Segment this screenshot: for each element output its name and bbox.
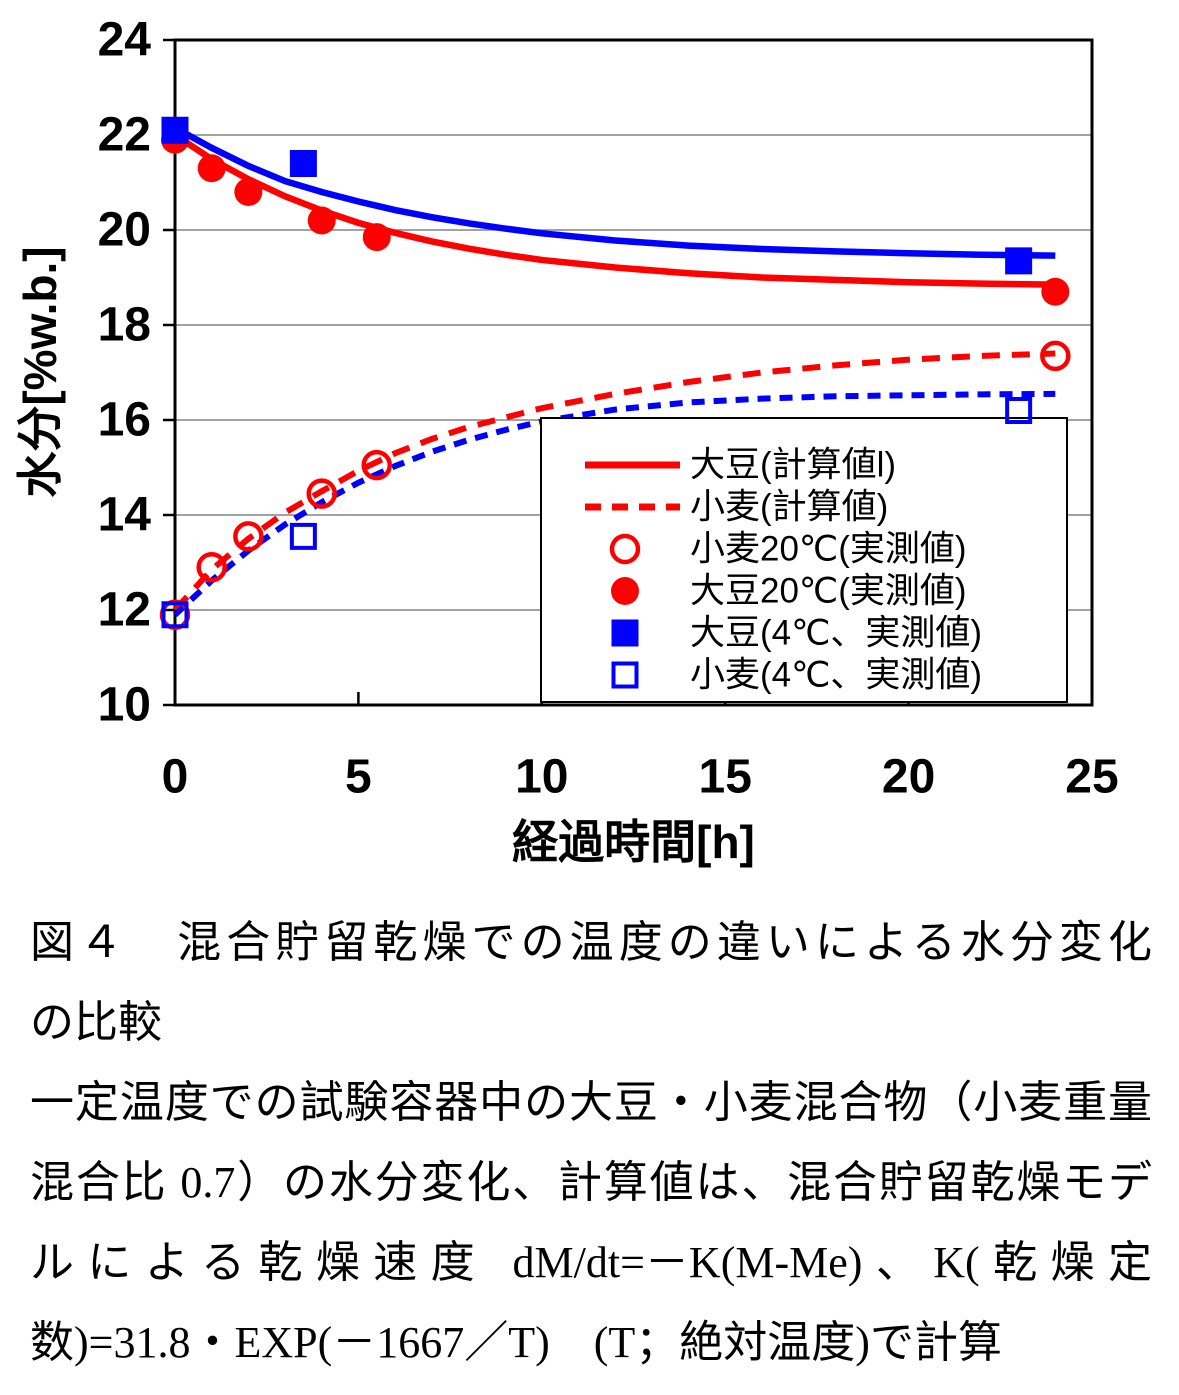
marker-wheat-20c xyxy=(361,449,392,481)
curve-soy-calc-20c xyxy=(173,132,1056,288)
caption-line-6: 数)=31.8・EXP(－1667／T) (T；絶対温度)で計算 xyxy=(30,1318,1002,1367)
x-tick-label: 20 xyxy=(882,751,935,804)
x-axis-title: 経過時間[h] xyxy=(512,816,755,868)
moisture-change-chart: 0 5 10 15 20 25 10 12 14 16 18 20 22 24 経過時間[h] 水分[%w.b… xyxy=(14,14,1119,869)
legend-label-soy-calc-20c: 大豆(計算値l) xyxy=(690,446,896,485)
legend-label-soy-20c: 大豆20℃(実測値) xyxy=(690,572,967,611)
marker-soy-4c xyxy=(161,116,189,144)
x-tick-label: 10 xyxy=(515,751,568,804)
caption-line-1: 図４ 混合貯留乾燥での温度の違いによる水分変化 xyxy=(30,918,1152,967)
caption-line-4: 混合比 0.7）の水分変化、計算値は、混合貯留乾燥モデ xyxy=(30,1158,1152,1207)
legend-marker-wheat-20c xyxy=(609,533,641,565)
legend-label-wheat-4c: 小麦(4℃、実測値) xyxy=(690,656,982,695)
marker-soy-20c xyxy=(234,178,263,206)
marker-soy-20c xyxy=(197,154,226,183)
marker-soy-20c xyxy=(307,206,336,235)
marker-wheat-4c xyxy=(1005,397,1033,424)
caption-line-3: 一定温度での試験容器中の大豆・小麦混合物（小麦重量 xyxy=(30,1078,1152,1127)
legend-marker-wheat-4c xyxy=(611,661,639,689)
marker-wheat-4c xyxy=(289,522,317,550)
marker-wheat-20c xyxy=(233,521,264,552)
x-tick-label: 25 xyxy=(1065,751,1118,804)
x-tick-label: 5 xyxy=(345,751,372,804)
curve-wheat-calc-20c xyxy=(172,350,1056,613)
plot-frame xyxy=(173,38,1094,707)
x-tick-label: 15 xyxy=(699,751,752,804)
curve-wheat-calc-4c xyxy=(172,390,1056,617)
x-tick-label: 0 xyxy=(162,751,189,804)
legend-marker-soy-4c xyxy=(611,619,639,647)
y-axis-title: 水分[%w.b.] xyxy=(14,246,66,497)
marker-wheat-20c xyxy=(196,552,227,583)
y-tick-label: 20 xyxy=(98,204,151,257)
y-tick-label: 22 xyxy=(98,109,151,162)
marker-soy-4c xyxy=(1005,247,1033,275)
marker-wheat-20c xyxy=(306,478,337,509)
y-tick-label: 24 xyxy=(98,14,152,67)
curve-soy-calc-4c xyxy=(173,125,1056,259)
caption-line-2: の比較 xyxy=(30,998,162,1047)
marker-wheat-4c xyxy=(161,601,189,629)
marker-soy-20c xyxy=(1041,277,1070,306)
legend-label-soy-4c: 大豆(4℃、実測値) xyxy=(690,614,982,653)
figure-caption: 図４ 混合貯留乾燥での温度の違いによる水分変化 の比較 一定温度での試験容器中の… xyxy=(30,903,1152,1383)
marker-soy-20c xyxy=(362,223,391,252)
legend-marker-soy-20c xyxy=(611,577,639,605)
y-tick-label: 18 xyxy=(98,299,151,352)
marker-soy-4c xyxy=(289,150,317,177)
legend-label-wheat-20c: 小麦20℃(実測値) xyxy=(690,530,967,569)
legend-label-wheat-calc-20c: 小麦(計算値) xyxy=(690,488,888,527)
y-tick-label: 10 xyxy=(98,679,151,732)
caption-line-5: ルによる乾燥速度 dM/dt=－K(M-Me)、K(乾燥定 xyxy=(30,1238,1152,1287)
y-tick-label: 16 xyxy=(98,394,151,447)
y-tick-label: 12 xyxy=(98,584,151,637)
y-tick-label: 14 xyxy=(98,489,152,542)
marker-wheat-20c xyxy=(1040,340,1071,372)
